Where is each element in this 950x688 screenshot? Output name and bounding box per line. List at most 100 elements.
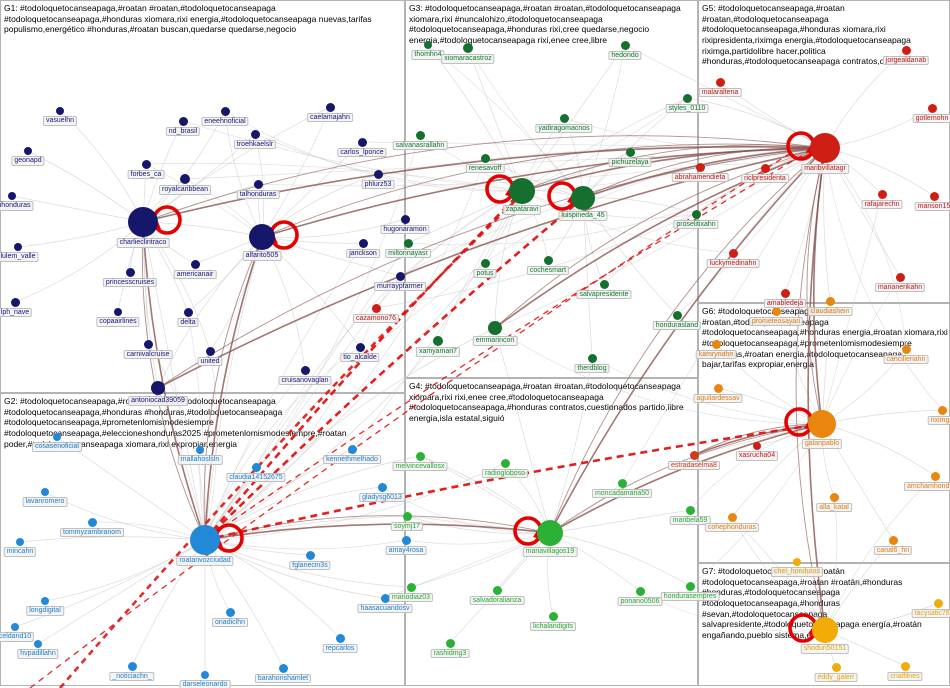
node-malaraltena[interactable] <box>715 77 725 87</box>
node-yadiragomacnos[interactable] <box>559 113 569 123</box>
node-princesscruises[interactable] <box>125 267 135 277</box>
node-rashidmg3[interactable] <box>445 638 455 648</box>
node-prometeosayari[interactable] <box>771 306 781 316</box>
node-melvincevallosx[interactable] <box>415 451 425 461</box>
node-americanair[interactable] <box>190 259 200 269</box>
node-carlos_lponce[interactable] <box>357 137 367 147</box>
node-salvadoralianza[interactable] <box>492 585 502 595</box>
node-darseleonardo[interactable] <box>201 671 209 679</box>
node-cancilleriahn[interactable] <box>901 344 911 354</box>
node-repcarlos[interactable] <box>335 633 345 643</box>
node-hondurasempres[interactable] <box>685 581 695 591</box>
node-manson15[interactable] <box>929 191 939 201</box>
node-gotlemohn[interactable] <box>927 103 937 113</box>
node-radiogloboso[interactable] <box>500 458 510 468</box>
node-cazamono76[interactable] <box>371 303 381 313</box>
node-canal6_hn[interactable] <box>888 535 898 545</box>
node-hugonaramon[interactable] <box>400 214 410 224</box>
node-cnalfilnes[interactable] <box>900 661 910 671</box>
node-forbes_ca[interactable] <box>141 159 151 169</box>
node-thomhn4[interactable] <box>424 41 432 49</box>
node-maribela59[interactable] <box>685 505 695 515</box>
node-alla_katal[interactable] <box>829 492 839 502</box>
node-carnivalcruise[interactable] <box>143 339 153 349</box>
node-potus[interactable] <box>480 258 490 268</box>
node-amabledeja[interactable] <box>780 288 790 298</box>
node-tio_alcalde[interactable] <box>355 342 365 352</box>
node-fglanecin3s[interactable] <box>305 550 315 560</box>
node-royalcaribbean[interactable] <box>180 174 190 184</box>
node-xasrucha04[interactable] <box>753 442 761 450</box>
node-claudia14152675[interactable] <box>251 462 261 472</box>
node-maribvillatagr[interactable] <box>810 133 840 163</box>
node-geonapd[interactable] <box>24 147 32 155</box>
node-shodun50151[interactable] <box>812 617 838 643</box>
node-tommyzambranom[interactable] <box>87 517 97 527</box>
node-charlieclintraco[interactable] <box>128 207 158 237</box>
node-hondurasland[interactable] <box>672 310 682 320</box>
node-soymj17[interactable] <box>402 511 412 521</box>
node-amay4rosa[interactable] <box>401 535 411 545</box>
node-roihonduras[interactable] <box>8 192 16 200</box>
node-cohephonduras[interactable] <box>727 512 737 522</box>
node-mallahoslsln[interactable] <box>196 446 204 454</box>
node-salvapresidente[interactable] <box>599 279 609 289</box>
node-roatanvozciudad[interactable] <box>190 525 220 555</box>
node-amchamhonduras[interactable] <box>930 471 940 481</box>
node-xamyamari7[interactable] <box>433 336 443 346</box>
node-mariavillagos19[interactable] <box>537 520 563 546</box>
node-miltonnayasr[interactable] <box>403 238 413 248</box>
node-therdblog[interactable] <box>587 353 597 363</box>
node-phlurz53[interactable] <box>373 169 383 179</box>
node-mincahn[interactable] <box>16 538 24 546</box>
node-cruisanovaglan[interactable] <box>300 365 310 375</box>
node-barahonshamlet[interactable] <box>278 663 288 673</box>
node-kennethmelhado[interactable] <box>347 444 357 454</box>
node-claudiashein[interactable] <box>825 296 835 306</box>
node-nd_brasil[interactable] <box>178 116 188 126</box>
node-eneehnoficial[interactable] <box>220 106 230 116</box>
node-lavanromero[interactable] <box>41 488 49 496</box>
node-kamrynahn[interactable] <box>711 339 721 349</box>
node-talhonduras[interactable] <box>253 179 263 189</box>
node-tacysatic76200[interactable] <box>933 598 943 608</box>
node-xiomaracastroz[interactable] <box>463 43 473 53</box>
node-celdand10[interactable] <box>11 623 19 631</box>
node-lichalandigits[interactable] <box>548 611 558 621</box>
node-hedondo[interactable] <box>620 40 630 50</box>
node-chel_honduras[interactable] <box>793 558 801 566</box>
node-riclpresidenta[interactable] <box>760 163 770 173</box>
node-proselitixahn[interactable] <box>691 209 701 219</box>
node-styles_0110[interactable] <box>682 93 692 103</box>
node-cosasenoficial[interactable] <box>53 433 61 441</box>
node-copaairlines[interactable] <box>114 308 122 316</box>
node-alfarito505[interactable] <box>249 224 275 250</box>
node-haasacuandosv[interactable] <box>380 593 390 603</box>
node-murraypfarmer[interactable] <box>395 271 405 281</box>
node-jarickson[interactable] <box>358 238 368 248</box>
node-estradaselma8[interactable] <box>689 450 699 460</box>
node-lulem_valle[interactable] <box>14 243 22 251</box>
node-caelamajahn[interactable] <box>325 102 335 112</box>
node-lph_nave[interactable] <box>10 297 20 307</box>
node-antoniocad39059[interactable] <box>151 381 165 395</box>
node-emmarincon[interactable] <box>488 321 502 335</box>
node-united[interactable] <box>205 346 215 356</box>
node-abrahamendieta[interactable] <box>695 162 705 172</box>
node-rafajarechn[interactable] <box>877 189 887 199</box>
node-jorgealdanab[interactable] <box>901 45 911 55</box>
node-troehkaelslr[interactable] <box>250 129 260 139</box>
node-pichuzelaya[interactable] <box>625 147 635 157</box>
node-cochesmart[interactable] <box>543 255 553 265</box>
node-ponano0506[interactable] <box>635 586 645 596</box>
node-moncadamaria50[interactable] <box>617 478 627 488</box>
node-longdigital[interactable] <box>41 597 49 605</box>
node-renesavoff[interactable] <box>480 153 490 163</box>
node-luckymedinahn[interactable] <box>728 248 738 258</box>
node-zapataravi[interactable] <box>509 178 535 204</box>
node-vasuelhn[interactable] <box>56 107 64 115</box>
node-_noticiachn_[interactable] <box>127 661 137 671</box>
node-salvanasrallahn[interactable] <box>415 130 425 140</box>
node-galanpablo[interactable] <box>808 410 836 438</box>
node-luispineda_45[interactable] <box>571 186 595 210</box>
